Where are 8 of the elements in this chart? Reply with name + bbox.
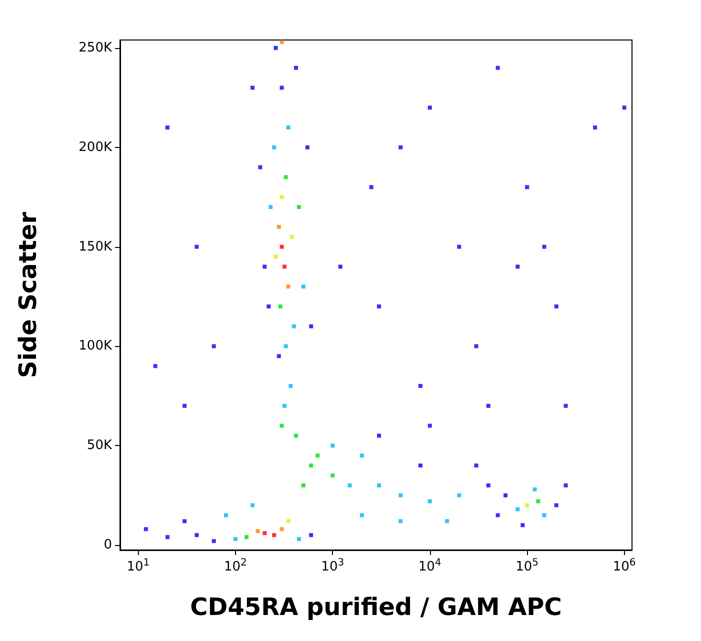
y-axis-title: Side Scatter	[14, 212, 42, 378]
y-tick-label: 100K	[78, 338, 112, 354]
y-tick-label: 250K	[78, 40, 112, 56]
y-tick-label: 50K	[86, 438, 112, 454]
x-axis-title: CD45RA purified / GAM APC	[190, 593, 562, 621]
y-tick-label: 150K	[78, 239, 112, 254]
y-tick-label: 200K	[78, 140, 112, 155]
y-tick-label: 0	[104, 538, 112, 553]
